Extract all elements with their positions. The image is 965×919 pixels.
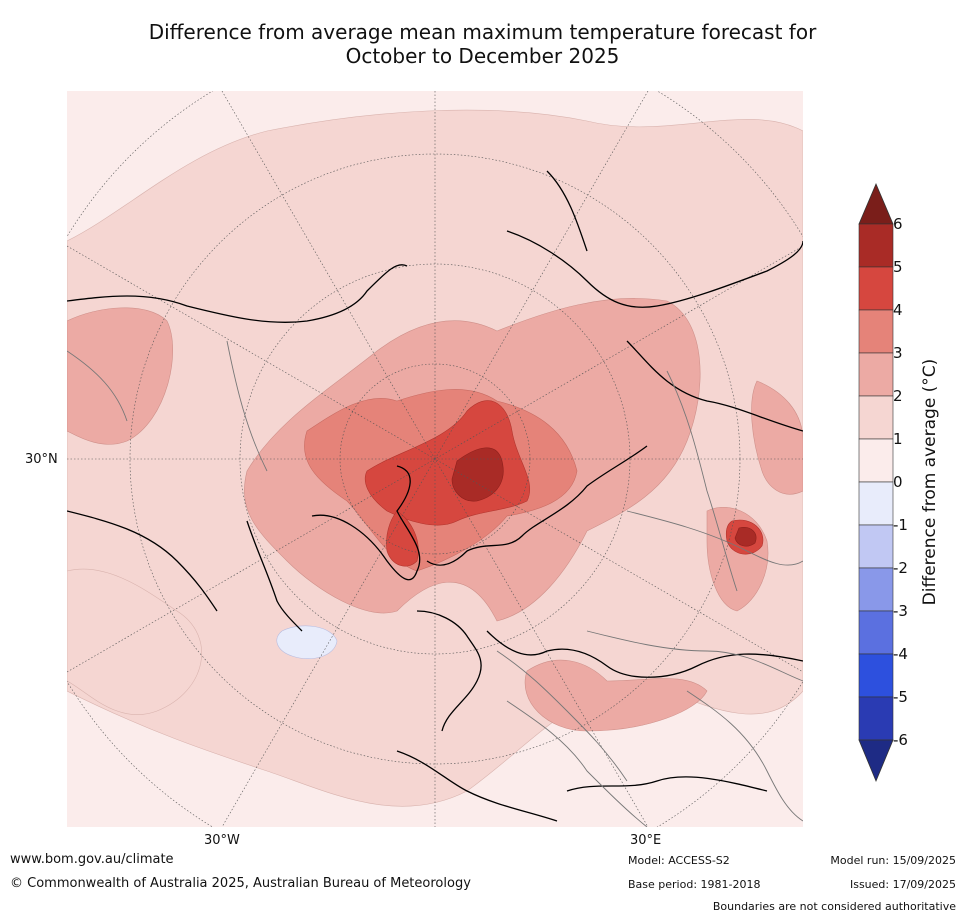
colorbar-extend-bottom — [858, 739, 894, 783]
colorbar-tick-label: 2 — [893, 387, 903, 405]
colorbar-band — [858, 395, 894, 440]
colorbar-band — [858, 481, 894, 526]
colorbar-band — [858, 309, 894, 354]
colorbar-band — [858, 610, 894, 655]
map-title: Difference from average mean maximum tem… — [0, 20, 965, 68]
lat-label-30n: 30°N — [25, 452, 58, 467]
colorbar-band — [858, 438, 894, 483]
colorbar-tick-label: 5 — [893, 258, 903, 276]
anomaly-zone-west-atlantic — [67, 568, 202, 715]
title-line-1: Difference from average mean maximum tem… — [148, 20, 817, 44]
colorbar-tick-label: 6 — [893, 215, 903, 233]
coastlines — [67, 170, 803, 822]
colorbar-svg — [858, 182, 894, 783]
footer-base-period: Base period: 1981-2018 — [628, 878, 761, 891]
colorbar-tick-label: -2 — [893, 559, 908, 577]
footer-model-run: Model run: 15/09/2025 — [830, 854, 956, 867]
colorbar-band — [858, 567, 894, 612]
title-line-2: October to December 2025 — [345, 44, 620, 68]
colorbar-extend-top — [858, 182, 894, 225]
footer-model: Model: ACCESS-S2 — [628, 854, 730, 867]
anomaly-zone-5to6 — [451, 447, 504, 502]
colorbar-tick-label: 1 — [893, 430, 903, 448]
anomaly-zone-5to6-asia — [734, 527, 757, 547]
country-borders — [67, 340, 803, 827]
footer-issued: Issued: 17/09/2025 — [849, 878, 956, 891]
anomaly-zone-4to5-greenland — [386, 510, 419, 567]
lon-label-30e: 30°E — [630, 833, 662, 848]
colorbar-tick-label: -4 — [893, 645, 908, 663]
footer-copyright: © Commonwealth of Australia 2025, Austra… — [10, 876, 471, 891]
colorbar-tick-label: 0 — [893, 473, 903, 491]
colorbar-band — [858, 266, 894, 311]
colorbar-band — [858, 696, 894, 741]
lon-label-30w: 30°W — [204, 833, 240, 848]
anomaly-zone-2to3-europe — [524, 659, 708, 732]
colorbar-band — [858, 352, 894, 397]
colorbar-tick-label: -6 — [893, 731, 908, 749]
graticule — [67, 91, 803, 827]
colorbar-band — [858, 524, 894, 569]
footer-boundaries-note: Boundaries are not considered authoritat… — [712, 900, 956, 913]
map-canvas — [67, 91, 803, 827]
colorbar-tick-label: 3 — [893, 344, 903, 362]
colorbar-tick-label: 4 — [893, 301, 903, 319]
colorbar-tick-label: -3 — [893, 602, 908, 620]
colorbar-band — [858, 223, 894, 268]
anomaly-zone-0to-1 — [276, 625, 338, 660]
anomaly-zone-2to3-west — [67, 307, 173, 445]
footer-url[interactable]: www.bom.gov.au/climate — [10, 852, 174, 867]
polar-temperature-map — [67, 91, 803, 827]
colorbar-band — [858, 653, 894, 698]
anomaly-zone-2to3-east — [751, 380, 803, 495]
colorbar — [856, 180, 896, 785]
colorbar-title: Difference from average (°C) — [920, 358, 940, 606]
colorbar-tick-label: -1 — [893, 516, 908, 534]
colorbar-tick-label: -5 — [893, 688, 908, 706]
